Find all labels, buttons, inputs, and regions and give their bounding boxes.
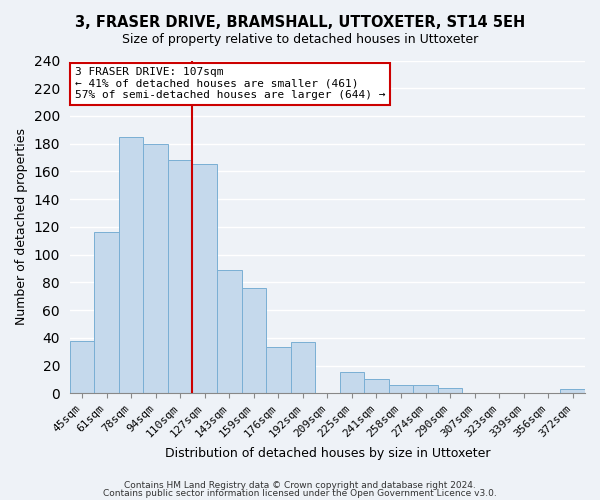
Bar <box>438 388 463 393</box>
Bar <box>560 389 585 393</box>
Bar <box>242 288 266 393</box>
Bar <box>290 342 315 393</box>
Bar <box>340 372 364 393</box>
Bar <box>389 385 413 393</box>
Text: Contains HM Land Registry data © Crown copyright and database right 2024.: Contains HM Land Registry data © Crown c… <box>124 480 476 490</box>
Bar <box>266 348 290 393</box>
X-axis label: Distribution of detached houses by size in Uttoxeter: Distribution of detached houses by size … <box>164 447 490 460</box>
Bar <box>413 385 438 393</box>
Text: 3, FRASER DRIVE, BRAMSHALL, UTTOXETER, ST14 5EH: 3, FRASER DRIVE, BRAMSHALL, UTTOXETER, S… <box>75 15 525 30</box>
Bar <box>168 160 193 393</box>
Bar <box>217 270 242 393</box>
Text: Contains public sector information licensed under the Open Government Licence v3: Contains public sector information licen… <box>103 489 497 498</box>
Bar <box>119 137 143 393</box>
Text: Size of property relative to detached houses in Uttoxeter: Size of property relative to detached ho… <box>122 32 478 46</box>
Text: 3 FRASER DRIVE: 107sqm
← 41% of detached houses are smaller (461)
57% of semi-de: 3 FRASER DRIVE: 107sqm ← 41% of detached… <box>75 67 385 100</box>
Bar <box>143 144 168 393</box>
Bar <box>364 380 389 393</box>
Bar <box>193 164 217 393</box>
Bar <box>70 340 94 393</box>
Y-axis label: Number of detached properties: Number of detached properties <box>15 128 28 326</box>
Bar <box>94 232 119 393</box>
